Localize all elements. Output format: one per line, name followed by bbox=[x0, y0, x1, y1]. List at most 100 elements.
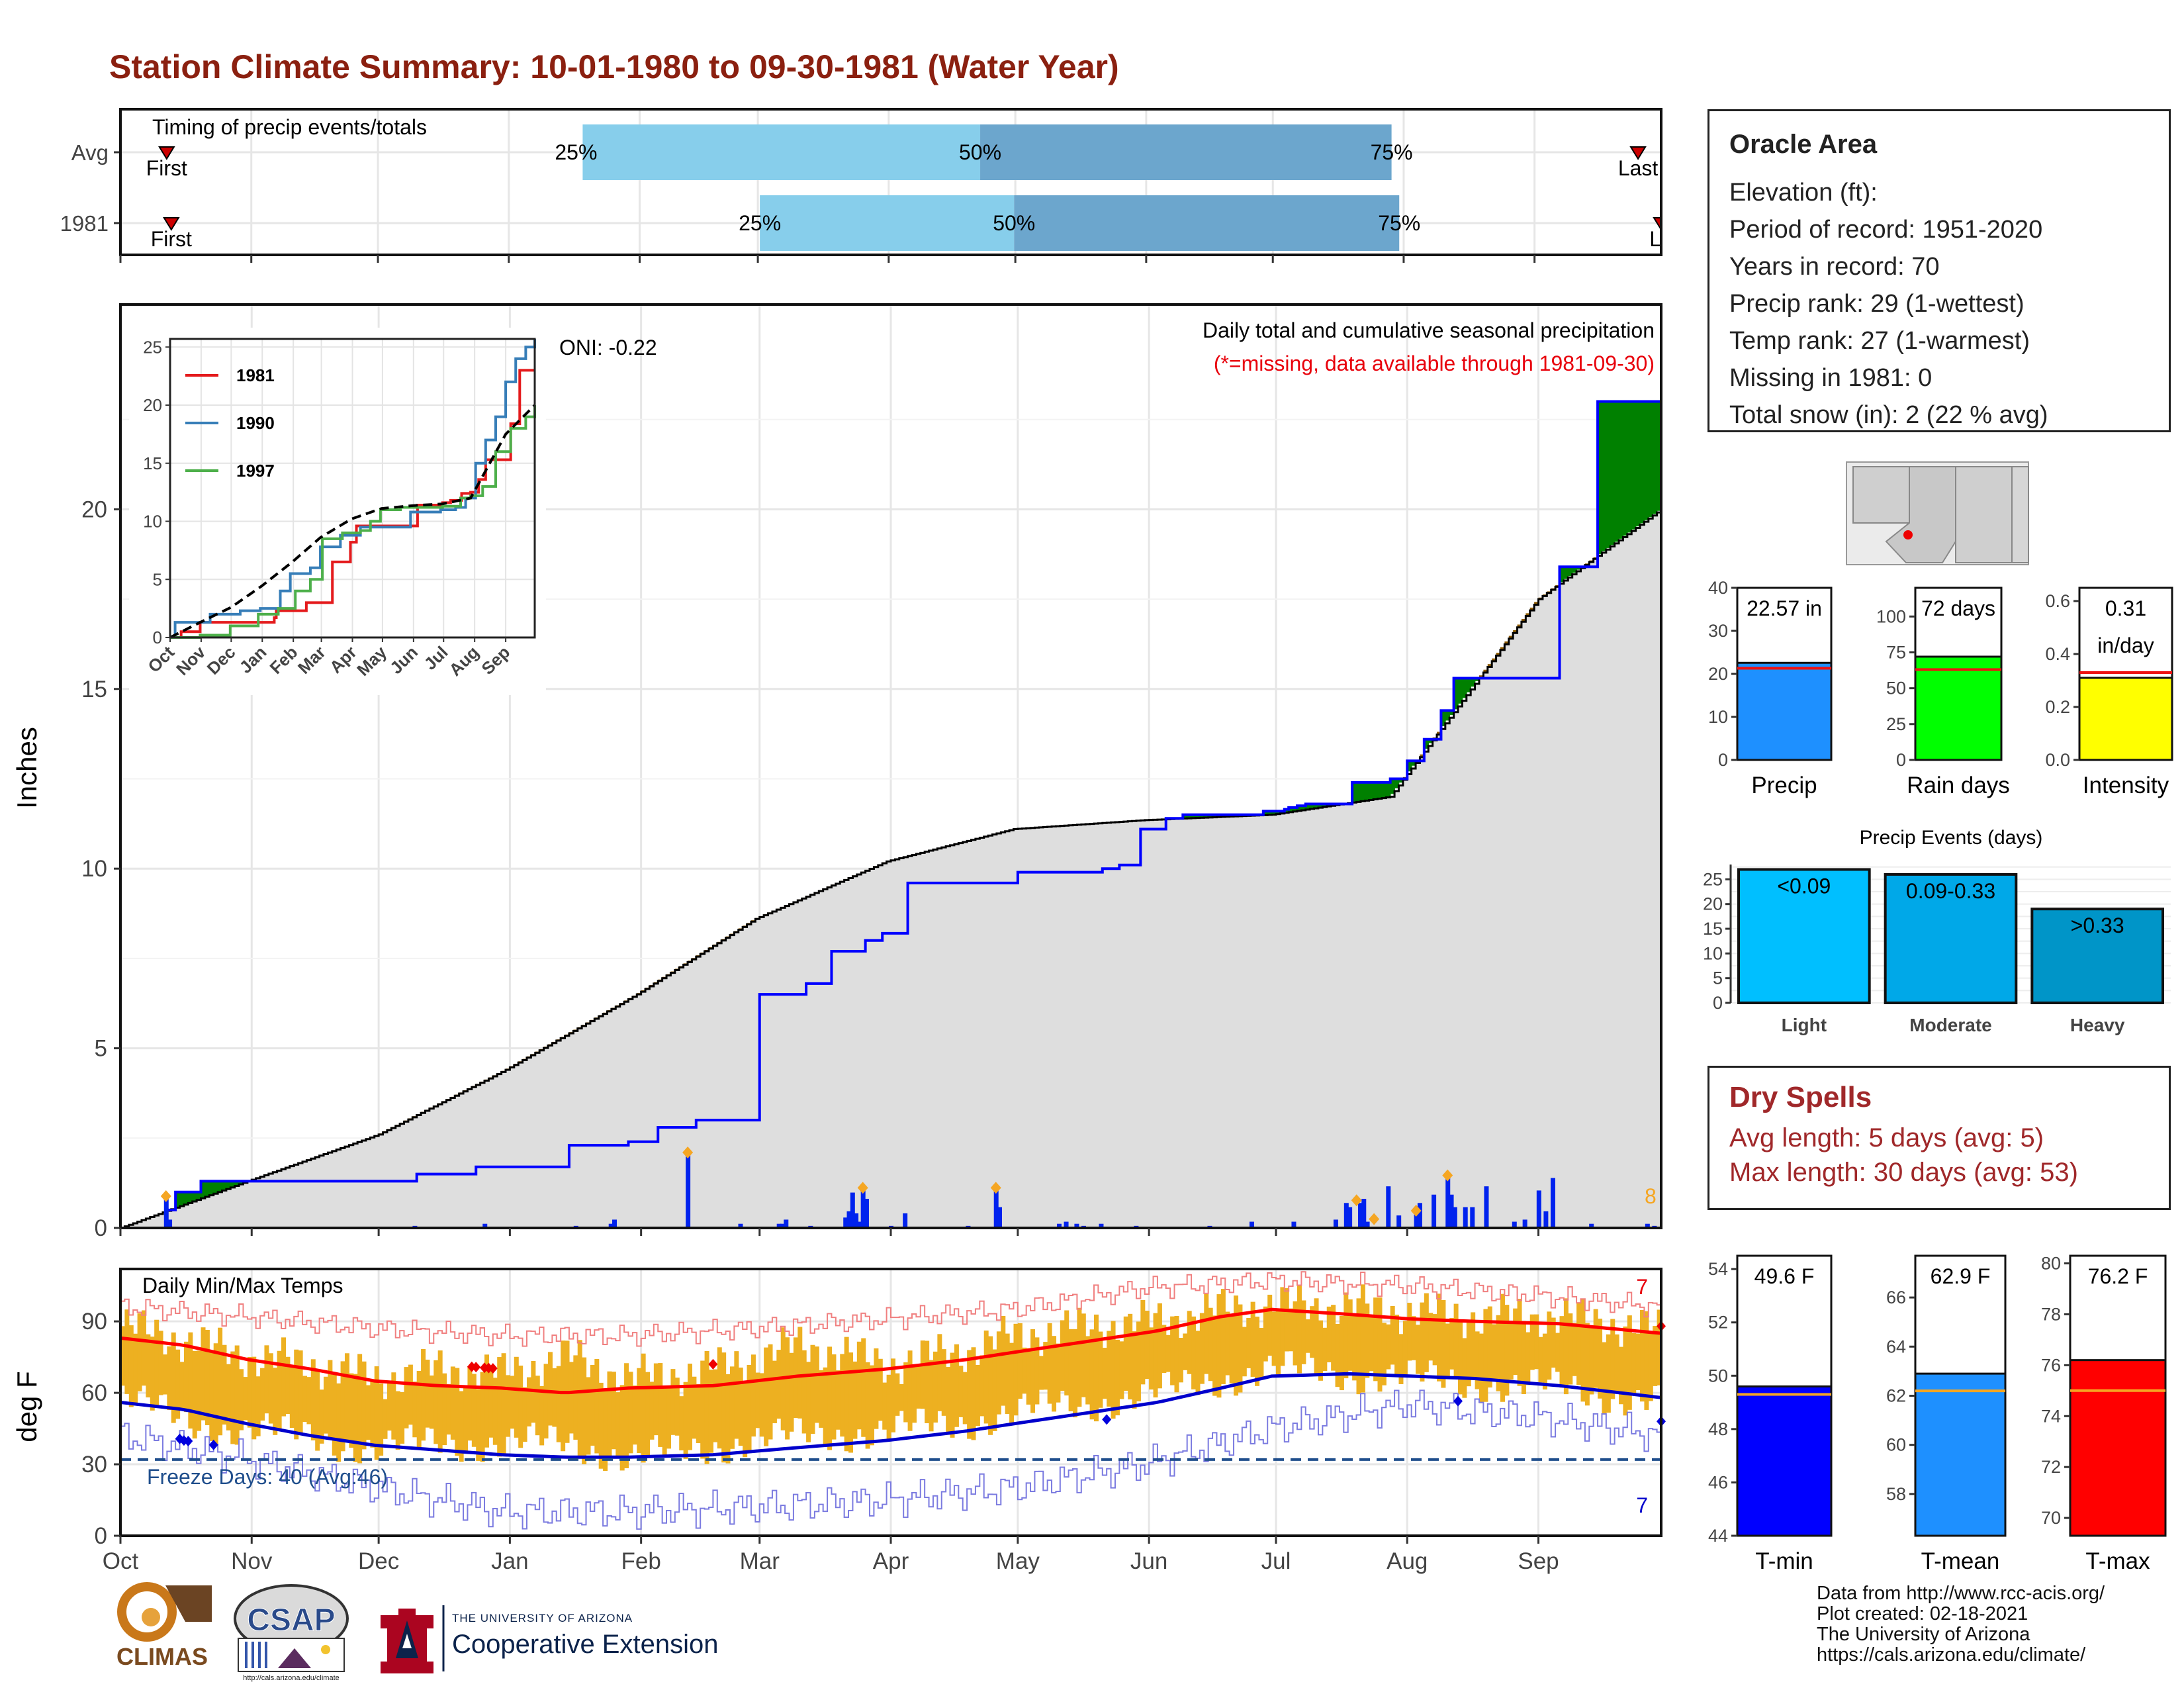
temp-daily-range-bar bbox=[1563, 1298, 1569, 1395]
precip-diff-fill bbox=[226, 1181, 232, 1189]
precip-daily-bar bbox=[1249, 1221, 1254, 1228]
precip-daily-bar bbox=[1484, 1186, 1489, 1228]
temp-daily-range-bar bbox=[1534, 1314, 1539, 1370]
temp-daily-range-bar bbox=[645, 1372, 651, 1456]
precip-diff-fill bbox=[1644, 401, 1649, 520]
timing-first-label: First bbox=[146, 156, 187, 180]
temp-daily-range-bar bbox=[1242, 1327, 1247, 1377]
temp-daily-range-bar bbox=[895, 1373, 900, 1416]
timing-pct-75: 75% bbox=[1378, 211, 1420, 235]
temp-daily-range-bar bbox=[522, 1387, 527, 1442]
precip-diff-fill bbox=[201, 1181, 206, 1198]
temp-daily-range-bar bbox=[1551, 1317, 1556, 1368]
precip-daily-bar bbox=[1512, 1221, 1517, 1228]
temp-daily-range-bar bbox=[141, 1310, 146, 1386]
precip-diff-fill bbox=[1449, 710, 1455, 715]
precip-diff-fill bbox=[1602, 401, 1607, 551]
timing-pct-50: 50% bbox=[959, 140, 1001, 164]
precip-diff-fill bbox=[192, 1192, 197, 1201]
rain_days-ytick-label: 0 bbox=[1896, 750, 1906, 770]
temp-count-max: 7 bbox=[1636, 1275, 1648, 1299]
precip-daily-bar bbox=[850, 1192, 855, 1228]
info-snow: Total snow (in): 2 (22 % avg) bbox=[1729, 401, 2048, 429]
temp-daily-range-bar bbox=[903, 1362, 909, 1423]
info-elevation: Elevation (ft): bbox=[1729, 179, 1878, 207]
precip-diff-fill bbox=[1453, 678, 1459, 710]
temp-daily-range-bar bbox=[1466, 1321, 1471, 1387]
precip-events-bar bbox=[2030, 908, 2164, 1005]
precip-diff-fill bbox=[1390, 778, 1395, 794]
timing-title: Timing of precip events/totals bbox=[152, 115, 427, 139]
inset-average-line bbox=[169, 404, 536, 639]
temp-daily-range-bar bbox=[1297, 1284, 1302, 1374]
temp-daily-range-bar bbox=[1386, 1324, 1391, 1370]
temp-daily-range-bar bbox=[637, 1368, 642, 1454]
tmin-ytick-label: 52 bbox=[1708, 1313, 1728, 1333]
precip-daily-bar bbox=[1333, 1219, 1338, 1228]
temp-ylabel: deg F bbox=[11, 1371, 42, 1442]
temp-daily-range-bar bbox=[856, 1341, 862, 1430]
temp-daily-range-bar bbox=[379, 1383, 384, 1456]
temp-daily-range-bar bbox=[870, 1365, 875, 1446]
precip-daily-bar bbox=[1522, 1219, 1527, 1228]
tmean-category-label: T-mean bbox=[1921, 1548, 2000, 1574]
precip-events-bar bbox=[1737, 868, 1871, 1004]
precip-diff-fill bbox=[1199, 814, 1205, 818]
temp-daily-range-bar bbox=[1111, 1321, 1116, 1419]
precip-label-missing: (*=missing, data available through 1981-… bbox=[1214, 352, 1655, 375]
temp-daily-range-bar bbox=[1322, 1327, 1328, 1372]
tmin-ytick-label: 44 bbox=[1708, 1526, 1728, 1546]
temp-daily-range-bar bbox=[721, 1352, 727, 1463]
rain_days-ytick-label: 75 bbox=[1886, 643, 1906, 663]
temp-daily-range-bar bbox=[175, 1349, 181, 1419]
temp-daily-range-bar bbox=[653, 1363, 659, 1436]
tmin-ytick-label: 50 bbox=[1708, 1366, 1728, 1385]
tmax-ytick-label: 74 bbox=[2041, 1406, 2061, 1426]
freeze-label: Freeze Days: 40 (Avg:46) bbox=[147, 1465, 388, 1489]
precip-diff-fill bbox=[1559, 567, 1565, 583]
temp-daily-range-bar bbox=[243, 1377, 248, 1421]
temp-daily-range-bar bbox=[319, 1389, 324, 1444]
temp-daily-range-bar bbox=[539, 1385, 545, 1446]
temp-daily-range-bar bbox=[1216, 1294, 1222, 1398]
precip-daily-bar bbox=[1463, 1207, 1468, 1228]
precip-ytick-label: 0 bbox=[95, 1215, 107, 1241]
temp-daily-range-bar bbox=[1631, 1333, 1637, 1395]
temp-daily-range-bar bbox=[1030, 1329, 1036, 1413]
temp-daily-range-bar bbox=[1314, 1298, 1319, 1374]
temp-daily-range-bar bbox=[1487, 1306, 1492, 1388]
precip-daily-bar bbox=[1291, 1221, 1297, 1228]
credit-source: Data from http://www.rcc-acis.org/ bbox=[1817, 1583, 2105, 1604]
temp-daily-range-bar bbox=[179, 1362, 185, 1409]
precip-daily-bar bbox=[784, 1219, 789, 1228]
inset-ytick-label: 10 bbox=[143, 512, 162, 532]
temp-daily-range-bar bbox=[747, 1364, 752, 1454]
rain_days-value-label: 72 days bbox=[1921, 596, 1995, 620]
tmax-ytick-label: 72 bbox=[2041, 1457, 2061, 1477]
inset-ytick-label: 20 bbox=[143, 395, 162, 415]
temp-daily-range-bar bbox=[920, 1340, 925, 1409]
temp-daily-range-bar bbox=[277, 1350, 282, 1430]
temp-daily-range-bar bbox=[306, 1377, 312, 1425]
temp-daily-range-bar bbox=[751, 1354, 756, 1437]
precip-diff-fill bbox=[1614, 401, 1619, 542]
temp-daily-range-bar bbox=[1648, 1332, 1653, 1401]
temp-daily-range-bar bbox=[463, 1387, 469, 1451]
temp-daily-range-bar bbox=[1394, 1315, 1400, 1376]
temp-daily-range-bar bbox=[133, 1333, 138, 1406]
timing-first-marker bbox=[163, 217, 180, 231]
temp-daily-range-bar bbox=[975, 1364, 980, 1427]
credits: Data from http://www.rcc-acis.org/ Plot … bbox=[1817, 1583, 2105, 1665]
precip-daily-bar bbox=[854, 1213, 859, 1228]
temp-daily-range-bar bbox=[357, 1354, 363, 1464]
temp-daily-range-bar bbox=[1610, 1319, 1615, 1399]
temp-daily-range-bar bbox=[1572, 1323, 1577, 1376]
temp-daily-range-bar bbox=[1098, 1331, 1103, 1408]
precip-diff-fill bbox=[1322, 804, 1328, 807]
temp-daily-range-bar bbox=[806, 1362, 811, 1442]
timing-pct-25: 25% bbox=[555, 140, 597, 164]
temp-daily-range-bar bbox=[488, 1370, 494, 1438]
intensity-ytick-label: 0.0 bbox=[2045, 750, 2070, 770]
temp-daily-range-bar bbox=[480, 1372, 485, 1462]
